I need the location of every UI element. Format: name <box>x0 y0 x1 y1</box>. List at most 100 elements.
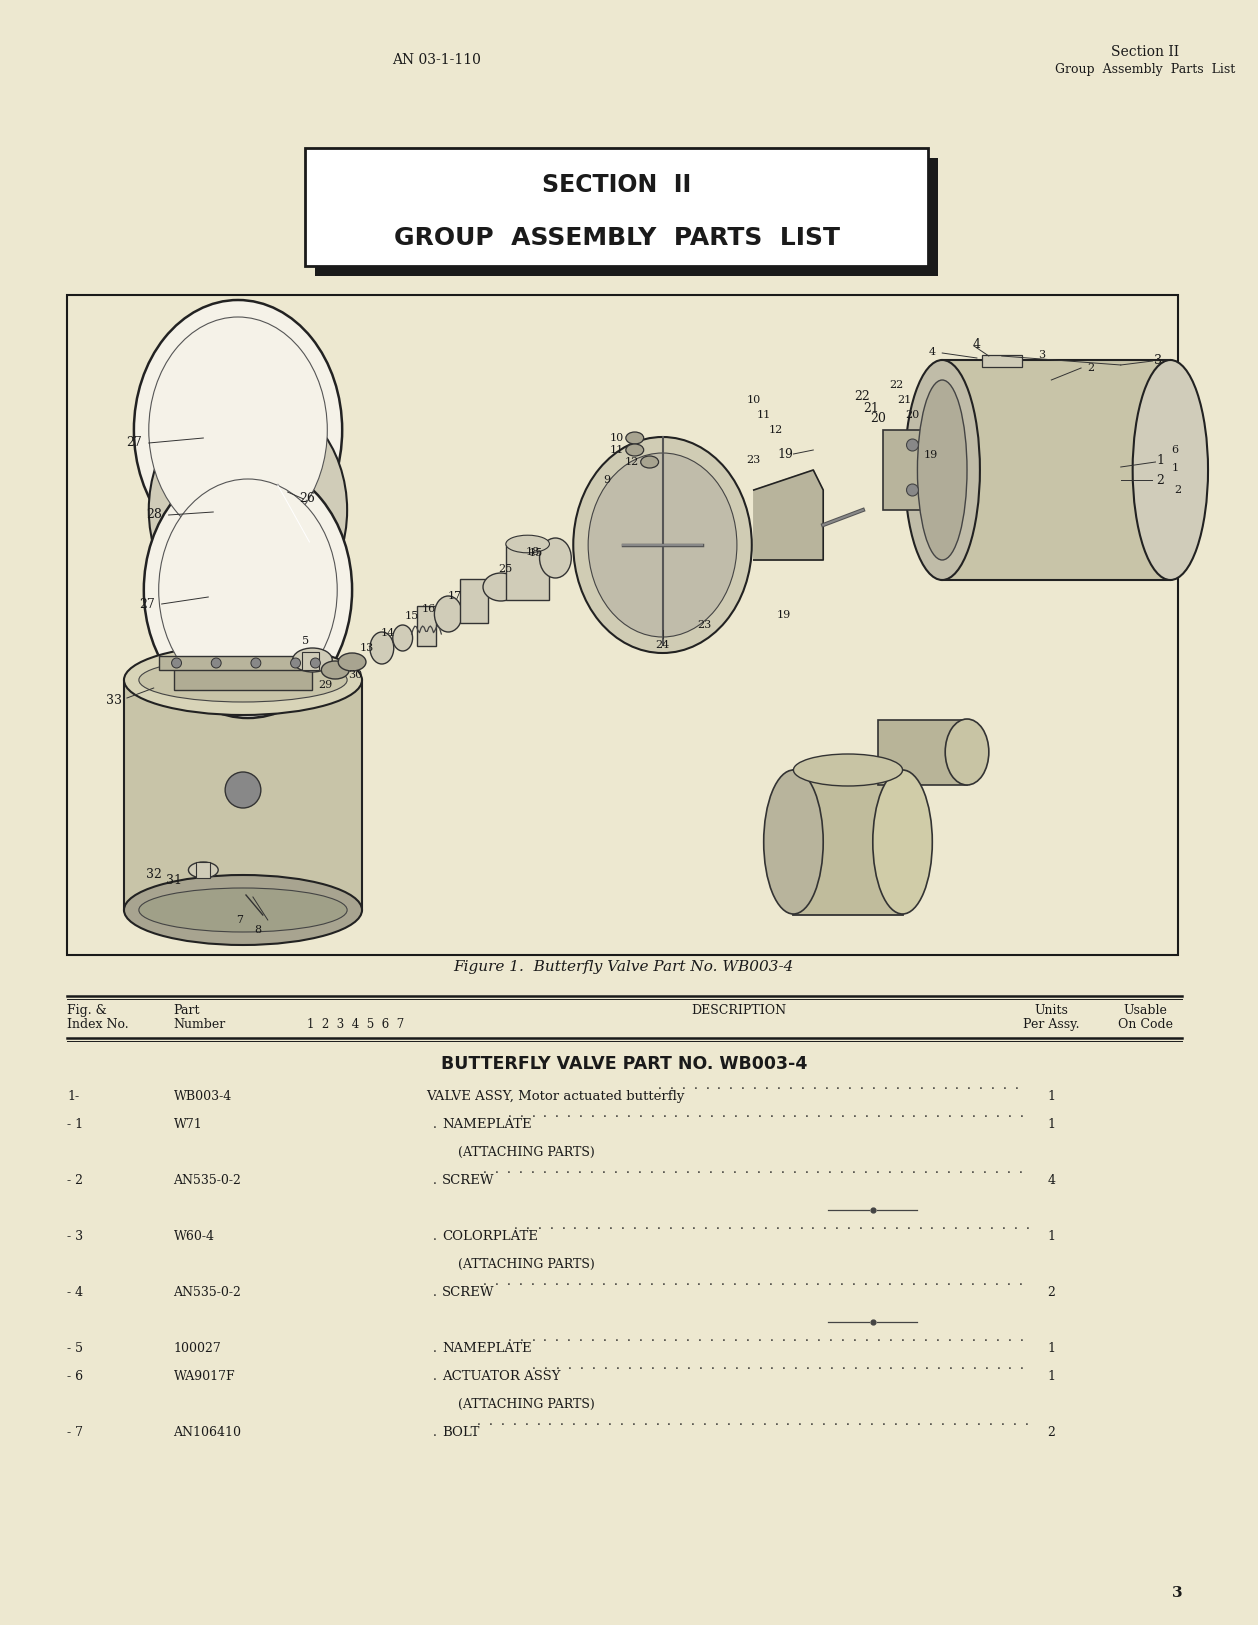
Text: .: . <box>727 1415 731 1428</box>
Text: On Code: On Code <box>1118 1017 1172 1030</box>
Polygon shape <box>754 470 823 561</box>
Text: .: . <box>912 1164 916 1176</box>
Text: .: . <box>845 1415 849 1428</box>
Text: .: . <box>777 1079 781 1092</box>
Text: .: . <box>638 1276 642 1289</box>
Text: 25: 25 <box>498 564 513 574</box>
Text: 1: 1 <box>1048 1118 1055 1131</box>
Bar <box>302 652 320 669</box>
Ellipse shape <box>917 380 967 561</box>
Text: .: . <box>769 1276 772 1289</box>
Ellipse shape <box>189 861 218 878</box>
Text: .: . <box>531 1276 535 1289</box>
Text: .: . <box>1006 1276 1010 1289</box>
Text: .: . <box>995 1331 1000 1344</box>
Text: .: . <box>799 1415 803 1428</box>
Text: .: . <box>834 1415 838 1428</box>
Bar <box>174 668 312 691</box>
Text: .: . <box>733 1331 737 1344</box>
Text: .: . <box>920 1079 923 1092</box>
Text: 2: 2 <box>1156 473 1165 486</box>
Text: .: . <box>860 1079 864 1092</box>
Text: .: . <box>854 1358 858 1372</box>
Text: .: . <box>722 1107 726 1120</box>
Text: .: . <box>603 1276 606 1289</box>
Text: 15: 15 <box>405 611 419 621</box>
Text: COLORPLATE: COLORPLATE <box>443 1230 538 1243</box>
Text: .: . <box>667 1415 672 1428</box>
Text: 2: 2 <box>1048 1427 1055 1440</box>
Text: .: . <box>489 1415 493 1428</box>
Text: .: . <box>728 1219 732 1232</box>
Text: .: . <box>830 1358 834 1372</box>
Text: Per Assy.: Per Assy. <box>1023 1017 1079 1030</box>
Text: .: . <box>816 1276 820 1289</box>
Text: (ATTACHING PARTS): (ATTACHING PARTS) <box>458 1398 595 1410</box>
Text: .: . <box>864 1331 868 1344</box>
Ellipse shape <box>625 432 644 444</box>
Text: .: . <box>531 1164 535 1176</box>
Text: .: . <box>433 1342 437 1355</box>
Text: .: . <box>710 1331 713 1344</box>
Text: .: . <box>925 1331 928 1344</box>
Ellipse shape <box>338 653 366 671</box>
Text: .: . <box>961 1358 965 1372</box>
Ellipse shape <box>211 658 221 668</box>
Text: .: . <box>979 1079 982 1092</box>
Text: .: . <box>710 1107 713 1120</box>
Text: .: . <box>483 1164 487 1176</box>
Text: .: . <box>585 1219 589 1232</box>
Ellipse shape <box>905 361 980 580</box>
Text: AN535-0-2: AN535-0-2 <box>174 1173 242 1186</box>
Text: .: . <box>746 1331 750 1344</box>
Text: WA9017F: WA9017F <box>174 1370 235 1383</box>
Text: .: . <box>776 1219 780 1232</box>
Bar <box>878 720 967 785</box>
Text: .: . <box>982 1164 986 1176</box>
Text: .: . <box>883 1219 887 1232</box>
Ellipse shape <box>945 718 989 785</box>
Text: .: . <box>996 1358 1000 1372</box>
Text: .: . <box>871 1219 874 1232</box>
Text: .: . <box>663 1107 667 1120</box>
Text: 19: 19 <box>923 450 937 460</box>
Text: .: . <box>512 1415 517 1428</box>
Text: .: . <box>536 1415 540 1428</box>
Text: BUTTERFLY VALVE PART NO. WB003-4: BUTTERFLY VALVE PART NO. WB003-4 <box>440 1055 808 1072</box>
Ellipse shape <box>574 437 752 653</box>
Text: .: . <box>842 1358 845 1372</box>
Text: .: . <box>1008 1331 1011 1344</box>
Text: .: . <box>508 1107 512 1120</box>
Text: .: . <box>730 1079 733 1092</box>
Text: .: . <box>762 1415 766 1428</box>
Ellipse shape <box>370 632 394 665</box>
Text: .: . <box>781 1276 785 1289</box>
Text: .: . <box>995 1164 999 1176</box>
Bar <box>68 296 1179 956</box>
Text: .: . <box>686 1331 691 1344</box>
Text: .: . <box>949 1331 952 1344</box>
Text: .: . <box>977 1219 981 1232</box>
Text: .: . <box>823 1219 827 1232</box>
Text: .: . <box>888 1276 892 1289</box>
Text: .: . <box>793 1276 796 1289</box>
Text: .: . <box>828 1164 832 1176</box>
Text: .: . <box>626 1331 630 1344</box>
Text: .: . <box>548 1415 552 1428</box>
Text: .: . <box>698 1107 702 1120</box>
Text: .: . <box>1009 1358 1013 1372</box>
Text: 32: 32 <box>146 868 162 881</box>
Text: .: . <box>1019 1107 1023 1120</box>
Text: .: . <box>658 1079 662 1092</box>
Text: .: . <box>876 1164 879 1176</box>
Text: 12: 12 <box>769 426 782 436</box>
Text: .: . <box>644 1219 649 1232</box>
Text: .: . <box>806 1358 810 1372</box>
Text: .: . <box>669 1079 673 1092</box>
Text: .: . <box>674 1331 678 1344</box>
Text: Section II: Section II <box>1112 46 1180 58</box>
Text: .: . <box>944 1079 947 1092</box>
Text: .: . <box>545 1358 548 1372</box>
Text: 11: 11 <box>756 410 771 419</box>
Ellipse shape <box>907 484 918 496</box>
